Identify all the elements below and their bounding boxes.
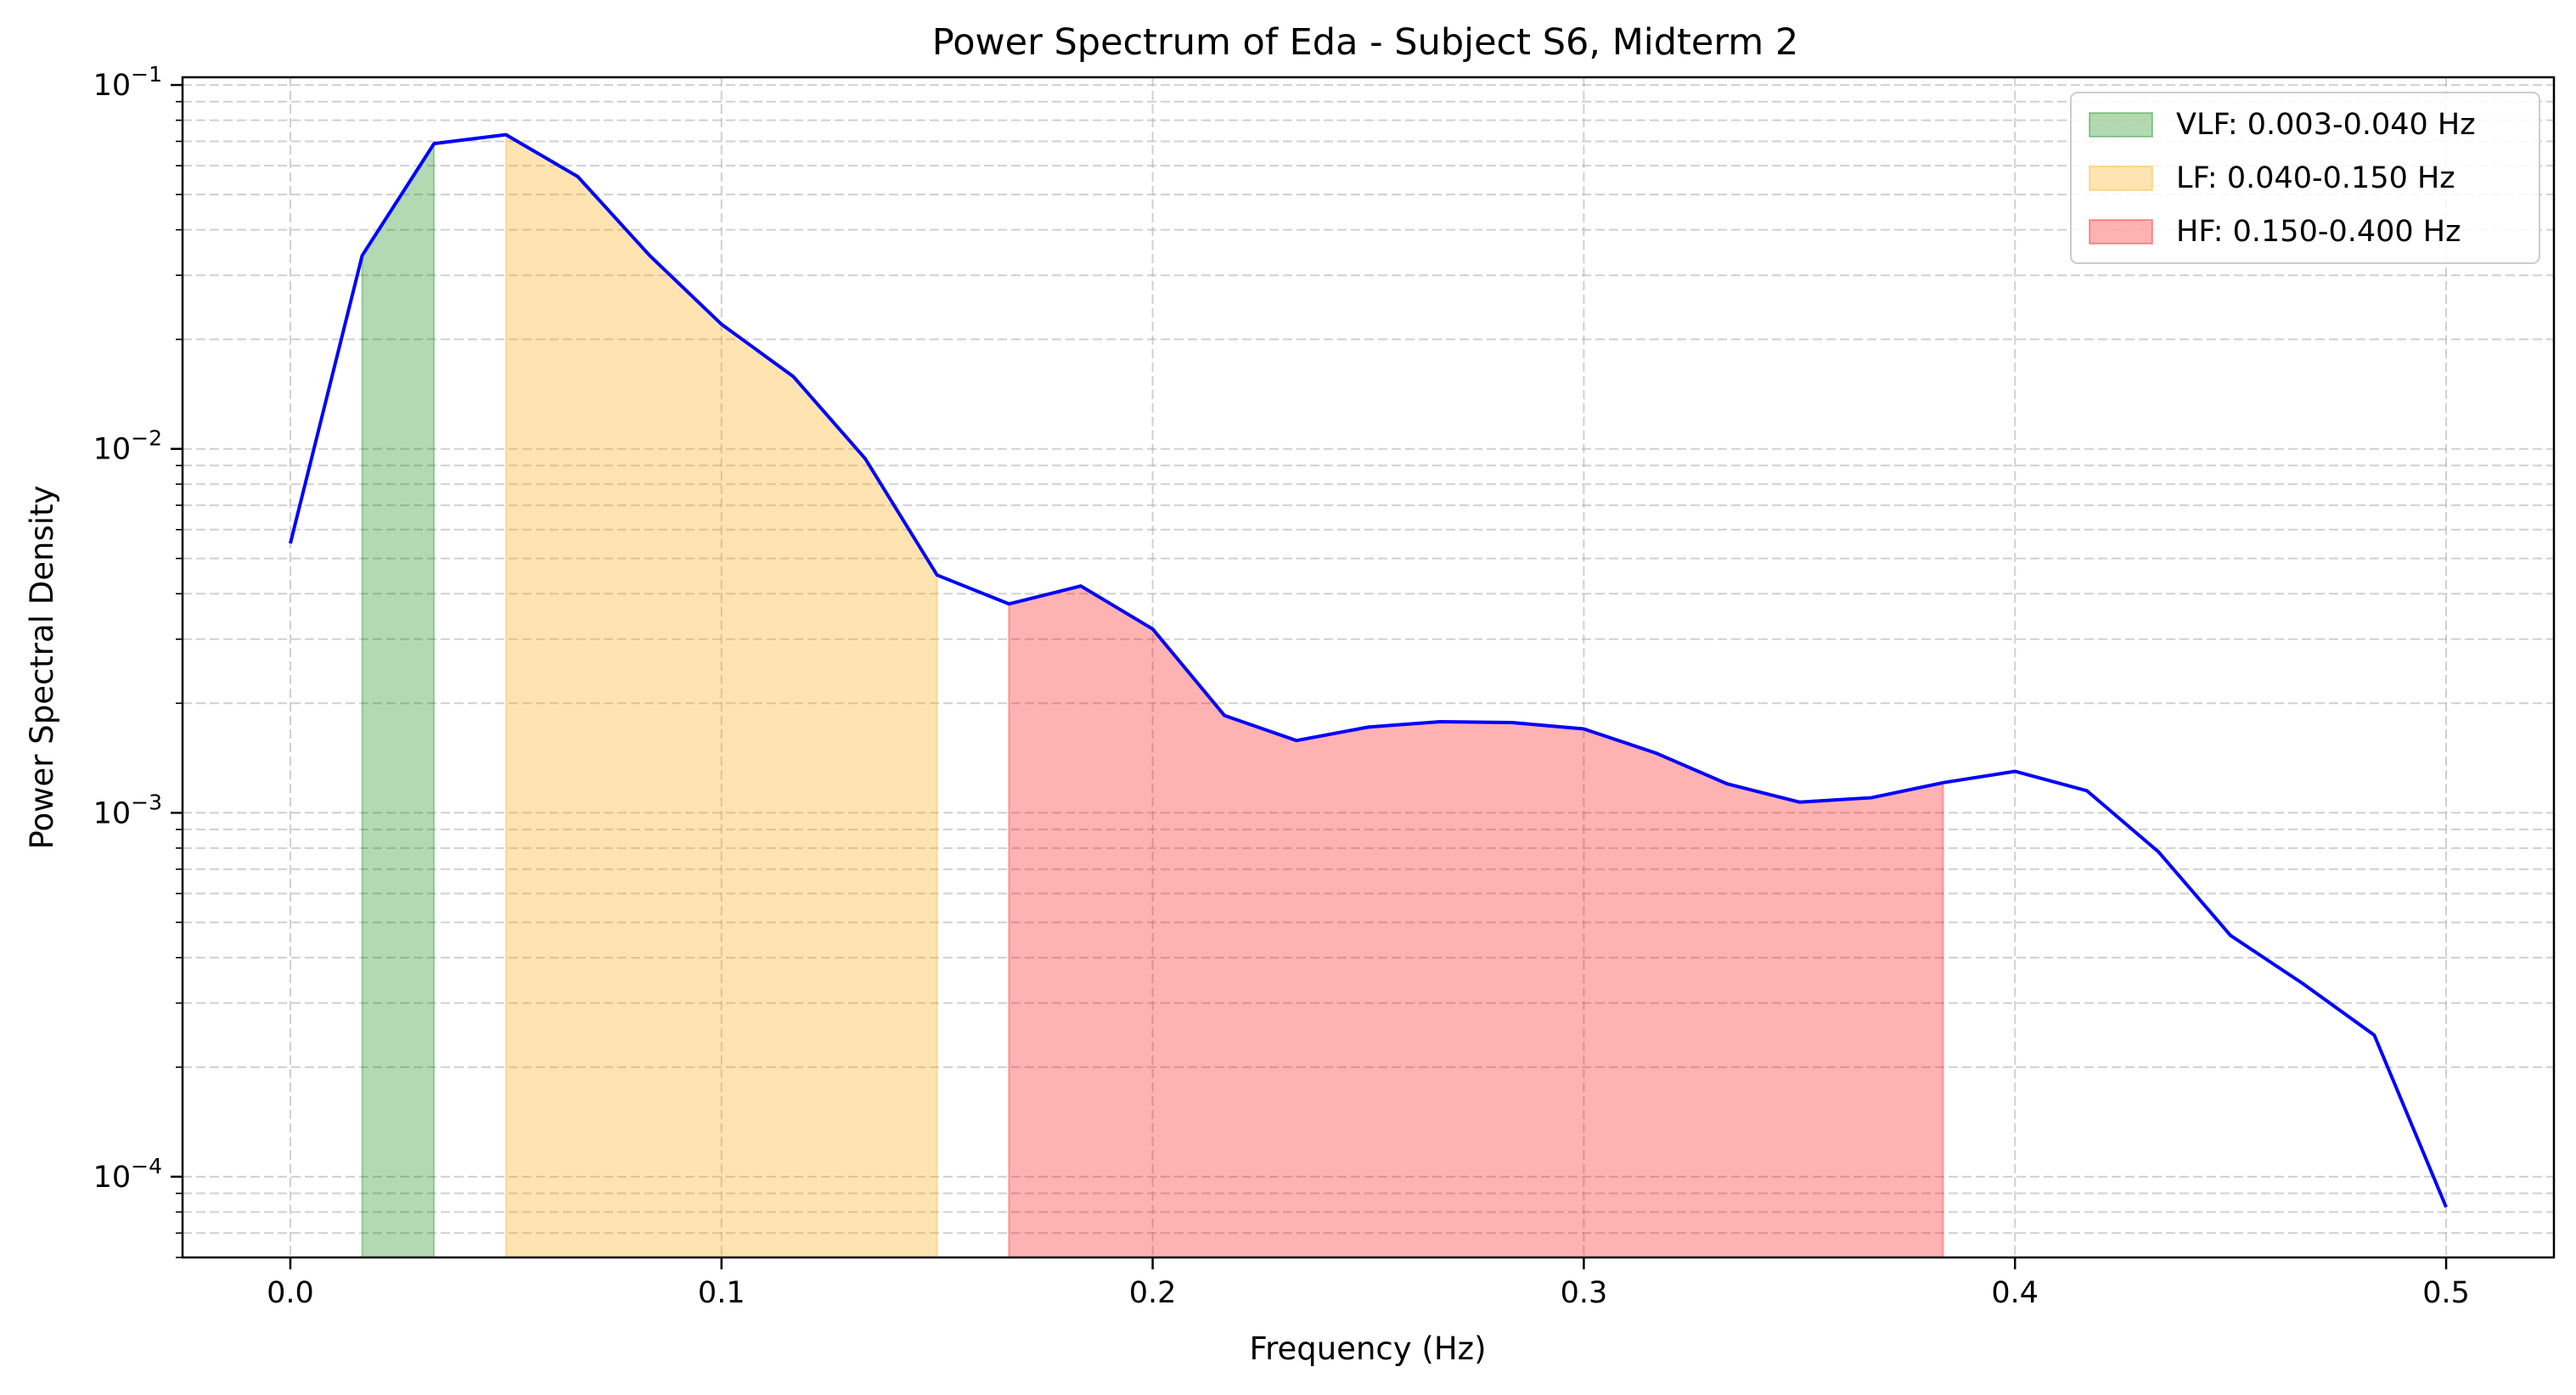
psd-point bbox=[504, 133, 508, 137]
psd-point bbox=[1726, 782, 1730, 785]
y-axis-ticks: 10−410−310−210−1 bbox=[93, 62, 183, 1258]
psd-point bbox=[1007, 602, 1010, 605]
legend-swatch-1 bbox=[2089, 112, 2153, 138]
psd-point bbox=[1510, 721, 1514, 724]
psd-point bbox=[720, 323, 723, 326]
legend-label-3: HF: 0.150-0.400 Hz bbox=[2176, 215, 2461, 249]
y-tick-label: 10−2 bbox=[93, 426, 162, 467]
psd-point bbox=[2372, 1033, 2376, 1037]
x-tick-label: 0.1 bbox=[698, 1276, 745, 1310]
psd-point bbox=[2301, 982, 2304, 985]
psd-point bbox=[1654, 751, 1657, 755]
y-tick-label: 10−3 bbox=[93, 790, 162, 830]
psd-series-line bbox=[289, 132, 2448, 1208]
x-axis-label: Frequency (Hz) bbox=[1249, 1330, 1486, 1367]
psd-point bbox=[1079, 584, 1083, 588]
psd-point bbox=[936, 573, 939, 577]
psd-point bbox=[1151, 627, 1155, 631]
y-tick-label-exponent: −2 bbox=[131, 426, 162, 451]
band-fills bbox=[361, 132, 1944, 1258]
psd-point bbox=[577, 175, 580, 178]
y-tick-label-exponent: −3 bbox=[131, 790, 162, 814]
x-tick-label: 0.3 bbox=[1561, 1276, 1608, 1310]
y-tick-label: 10−1 bbox=[93, 62, 162, 103]
x-axis-ticks: 0.0 0.1 0.2 0.3 0.4 0.5 bbox=[267, 1257, 2470, 1310]
psd-point bbox=[1295, 739, 1298, 742]
psd-point bbox=[863, 457, 867, 460]
psd-point bbox=[1438, 720, 1442, 723]
psd-point bbox=[791, 375, 795, 379]
psd-point bbox=[1870, 796, 1873, 800]
psd-point bbox=[2229, 934, 2232, 937]
y-tick-label-base: 10 bbox=[93, 433, 132, 467]
y-tick-label: 10−4 bbox=[93, 1154, 162, 1195]
x-tick-label: 0.4 bbox=[1991, 1276, 2039, 1310]
x-tick-label: 0.0 bbox=[267, 1276, 314, 1310]
psd-point bbox=[1942, 781, 1945, 785]
series-line-layer bbox=[289, 132, 2448, 1209]
y-tick-label-base: 10 bbox=[93, 69, 132, 103]
legend-box bbox=[2070, 92, 2540, 264]
y-tick-label-exponent: −1 bbox=[131, 62, 162, 87]
psd-point bbox=[1367, 725, 1370, 728]
psd-point bbox=[648, 254, 651, 257]
x-tick-label: 0.2 bbox=[1129, 1276, 1177, 1310]
legend-label-1: VLF: 0.003-0.040 Hz bbox=[2176, 108, 2476, 142]
legend-swatch-2 bbox=[2089, 166, 2153, 191]
legend-label-2: LF: 0.040-0.150 Hz bbox=[2176, 161, 2455, 195]
psd-point bbox=[2157, 851, 2160, 854]
psd-point bbox=[1582, 728, 1585, 731]
psd-point bbox=[2013, 769, 2016, 773]
chart-title: Power Spectrum of Eda - Subject S6, Midt… bbox=[932, 21, 1798, 64]
band-fill-1 bbox=[361, 140, 436, 1258]
psd-point bbox=[2444, 1206, 2448, 1209]
plot-frame bbox=[181, 76, 2556, 1259]
y-axis-label: Power Spectral Density bbox=[24, 486, 60, 850]
psd-point bbox=[1797, 801, 1801, 804]
legend-swatch-3 bbox=[2089, 219, 2153, 245]
y-tick-label-exponent: −4 bbox=[131, 1154, 162, 1178]
psd-point bbox=[2085, 789, 2089, 792]
y-tick-label-base: 10 bbox=[93, 796, 132, 830]
legend: VLF: 0.003-0.040 Hz LF: 0.040-0.150 Hz HF:… bbox=[2070, 92, 2540, 264]
psd-point bbox=[1223, 714, 1226, 717]
y-tick-label-base: 10 bbox=[93, 1161, 132, 1195]
psd-point bbox=[432, 142, 436, 145]
psd-point bbox=[289, 542, 292, 545]
x-tick-label: 0.5 bbox=[2422, 1276, 2470, 1310]
psd-point bbox=[361, 254, 364, 257]
